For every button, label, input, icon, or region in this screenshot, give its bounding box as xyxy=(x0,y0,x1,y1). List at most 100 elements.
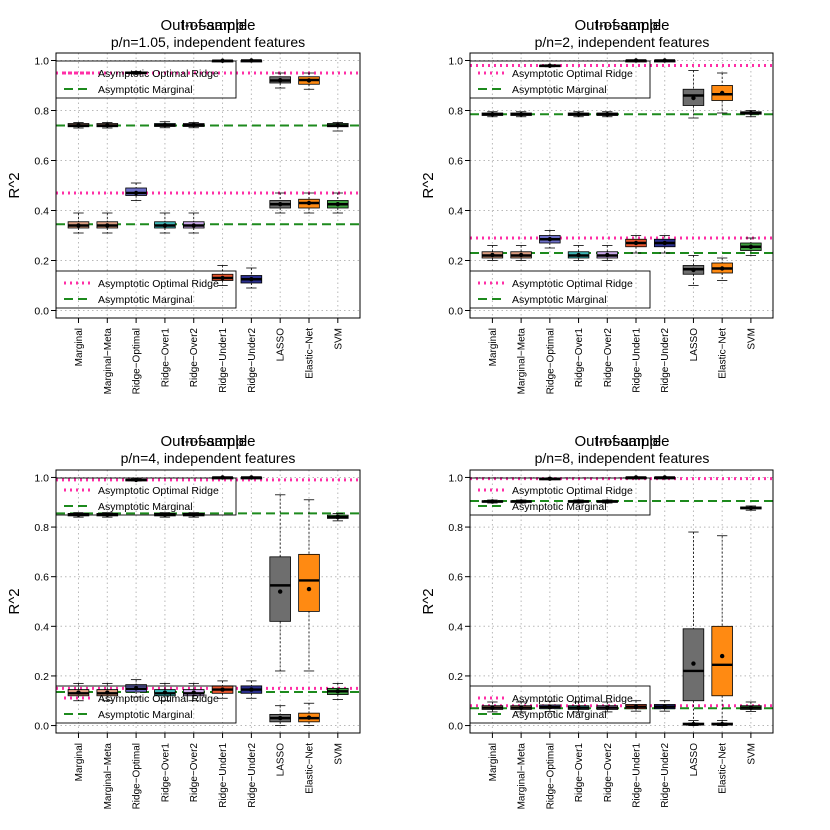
legend-label-optimal: Asymptotic Optimal Ridge xyxy=(512,693,633,705)
box-out-sample-4 xyxy=(154,212,176,234)
mean-point xyxy=(105,690,110,695)
legend xyxy=(469,685,651,724)
mean-point xyxy=(162,122,168,128)
y-tick-label: 0.6 xyxy=(448,572,463,584)
mean-point xyxy=(518,705,524,710)
mean-point xyxy=(490,252,495,258)
mean-point xyxy=(105,223,110,228)
box xyxy=(711,625,733,697)
chart-title-overlay: In-sample xyxy=(181,17,247,34)
legend xyxy=(55,270,237,309)
mean-point xyxy=(719,90,725,96)
box-in-sample-7 xyxy=(240,58,263,63)
legend-label-optimal: Asymptotic Optimal Ridge xyxy=(98,68,219,80)
legend-label-marginal: Asymptotic Marginal xyxy=(98,709,193,721)
box-out-sample-8 xyxy=(269,192,291,214)
legend-label-optimal: Asymptotic Optimal Ridge xyxy=(512,485,633,497)
legend xyxy=(469,60,651,99)
mean-point xyxy=(605,252,610,258)
y-tick-label: 0.8 xyxy=(34,106,49,118)
y-axis-label: R^2 xyxy=(420,588,437,614)
legend-box xyxy=(55,270,237,309)
y-tick-label: 0.6 xyxy=(34,572,49,584)
box-out-sample-5 xyxy=(182,682,205,702)
legend xyxy=(55,60,237,99)
mean-point xyxy=(518,499,524,504)
y-tick-label: 0.4 xyxy=(448,621,463,633)
plot-frame xyxy=(55,469,361,734)
box-out-sample-1 xyxy=(481,701,504,713)
box-out-sample-6 xyxy=(625,235,647,254)
box-in-sample-7 xyxy=(240,475,263,480)
box-in-sample-1 xyxy=(481,499,504,504)
y-tick-label: 1.0 xyxy=(448,56,463,68)
x-tick-label: Ridge−Over2 xyxy=(603,328,614,388)
mean-point xyxy=(576,705,581,710)
x-tick-label: Marginal−Meta xyxy=(103,743,114,810)
box-out-sample-10 xyxy=(327,682,349,700)
mean-point xyxy=(277,78,283,83)
box-in-sample-2 xyxy=(510,111,532,118)
mean-point xyxy=(547,237,553,242)
mean-point xyxy=(547,63,553,68)
chart-title-overlay: In-sample xyxy=(595,17,661,34)
legend xyxy=(55,685,237,724)
box-in-sample-4 xyxy=(154,121,176,129)
y-tick-label: 0.2 xyxy=(34,256,49,268)
x-tick-label: SVM xyxy=(333,328,344,350)
mean-point xyxy=(748,705,754,710)
box-in-sample-2 xyxy=(510,499,532,504)
y-tick-label: 0.0 xyxy=(34,721,49,733)
x-tick-label: Marginal−Meta xyxy=(517,328,528,395)
box-in-sample-1 xyxy=(481,111,504,118)
mean-point xyxy=(662,58,667,63)
mean-point xyxy=(335,202,341,207)
mean-point xyxy=(306,200,312,206)
legend-box xyxy=(469,270,651,309)
box-out-sample-3 xyxy=(539,700,561,712)
mean-point xyxy=(547,704,553,710)
legend-label-optimal: Asymptotic Optimal Ridge xyxy=(512,68,633,80)
mean-point xyxy=(490,112,495,117)
mean-point xyxy=(133,686,139,691)
y-tick-label: 0.8 xyxy=(448,522,463,534)
x-tick-label: Ridge−Under2 xyxy=(660,328,671,393)
x-tick-label: Ridge−Optimal xyxy=(132,328,143,394)
box-in-sample-4 xyxy=(567,499,590,504)
chart-title: Out-of-sample xyxy=(574,433,669,450)
x-tick-label: Ridge−Over1 xyxy=(574,743,585,803)
mean-point xyxy=(576,252,581,258)
mean-point xyxy=(133,477,139,483)
plot-frame xyxy=(469,52,774,319)
box-out-sample-5 xyxy=(182,212,205,234)
x-tick-label: Marginal xyxy=(488,743,499,781)
box xyxy=(298,553,320,612)
mean-point xyxy=(576,499,581,504)
mean-point xyxy=(691,267,696,273)
box-out-sample-2 xyxy=(510,701,532,713)
box-in-sample-2 xyxy=(96,122,119,129)
box-out-sample-5 xyxy=(596,701,619,713)
mean-point xyxy=(691,95,696,101)
mean-point xyxy=(277,715,283,721)
mean-point xyxy=(76,223,81,228)
box-out-sample-1 xyxy=(481,245,504,261)
mean-point xyxy=(191,690,196,695)
x-tick-label: Ridge−Under1 xyxy=(218,743,229,808)
legend-label-marginal: Asymptotic Marginal xyxy=(98,501,193,513)
x-tick-label: Elastic−Net xyxy=(718,743,729,794)
box-out-sample-10 xyxy=(740,237,762,256)
y-tick-label: 0.4 xyxy=(448,206,463,218)
mean-point xyxy=(306,715,312,720)
mean-point xyxy=(133,70,139,75)
mean-point xyxy=(605,705,610,710)
mean-point xyxy=(162,223,168,228)
panel-3 xyxy=(51,469,361,738)
mean-point xyxy=(518,112,524,117)
y-tick-label: 0.0 xyxy=(34,306,49,318)
x-tick-label: LASSO xyxy=(689,328,700,362)
legend-label-optimal: Asymptotic Optimal Ridge xyxy=(98,278,219,290)
box-out-sample-6 xyxy=(211,680,234,699)
chart-subtitle: p/n=4, independent features xyxy=(121,450,296,466)
x-tick-label: Elastic−Net xyxy=(718,328,729,379)
